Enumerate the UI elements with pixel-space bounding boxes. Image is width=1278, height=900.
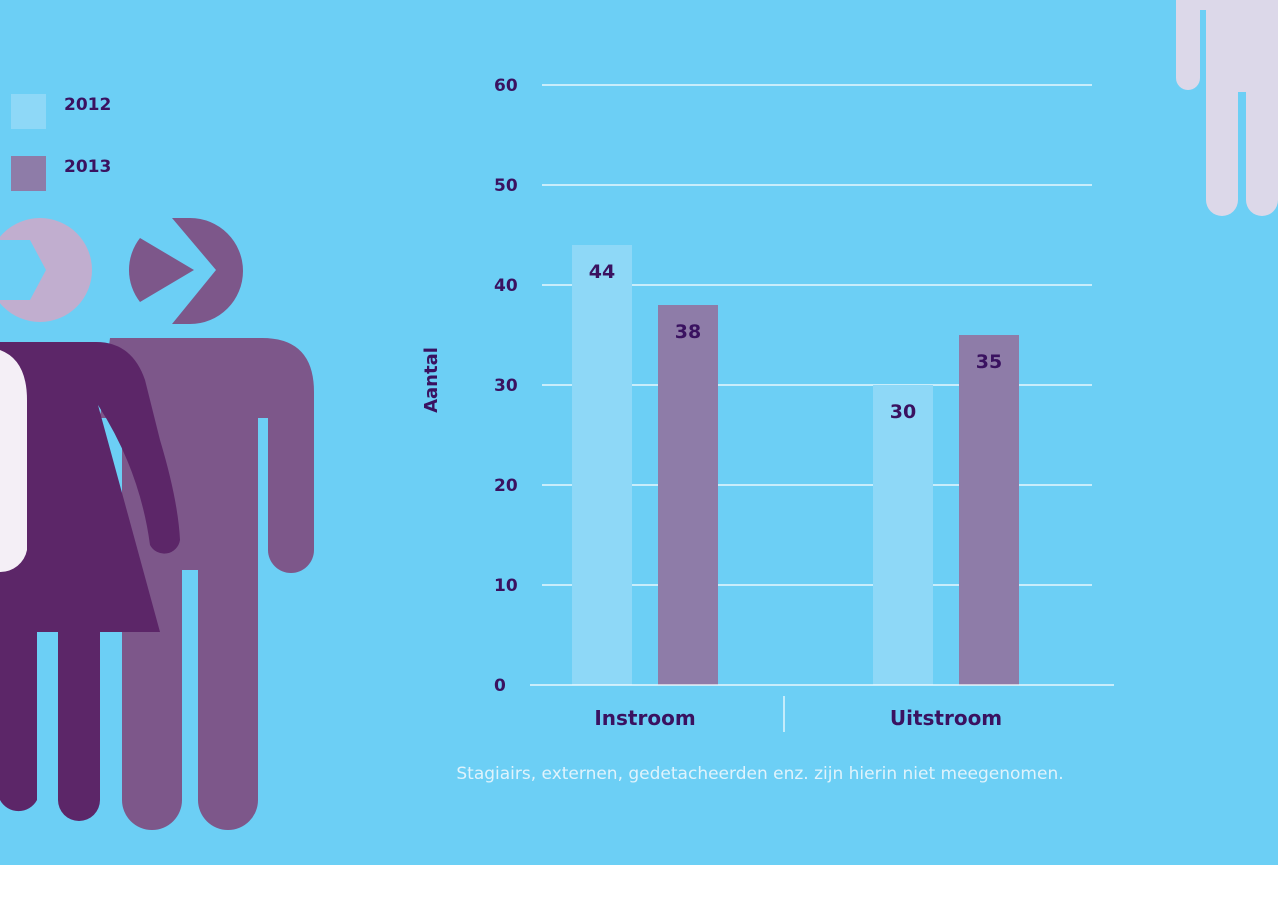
y-tick-label: 50 [494, 176, 518, 196]
bar-2012-instroom [572, 245, 632, 685]
woman-head-arrow-icon [0, 244, 44, 296]
bar-value-label: 30 [890, 401, 916, 423]
legend-swatch-2012 [11, 94, 46, 129]
y-tick-label: 60 [494, 76, 518, 96]
y-tick-label: 20 [494, 476, 518, 496]
bar-2013-instroom [658, 305, 718, 685]
x-category-label: Instroom [594, 706, 695, 730]
y-axis-ticks: 0 10 20 30 40 50 60 [494, 76, 518, 696]
bar-value-label: 38 [675, 321, 701, 343]
chart-footnote: Stagiairs, externen, gedetacheerden enz.… [456, 764, 1063, 784]
y-tick-label: 40 [494, 276, 518, 296]
x-category-label: Uitstroom [890, 706, 1002, 730]
woman-arm-icon [0, 350, 27, 573]
man-head-icon [172, 218, 243, 324]
chart-legend: 2012 2013 [11, 94, 111, 191]
legend-label: 2013 [64, 157, 111, 177]
bar-value-label: 44 [589, 261, 615, 283]
infographic-background: 2012 2013 0 10 20 30 40 50 60 Aantal 44 30 38 35 I… [0, 0, 1278, 865]
y-axis-label: Aantal [421, 347, 442, 413]
x-axis-categories: Instroom Uitstroom [594, 706, 1002, 730]
bar-2013-uitstroom [959, 335, 1019, 685]
woman-figure-icon [0, 218, 180, 821]
legend-swatch-2013 [11, 156, 46, 191]
bar-2012-uitstroom [873, 385, 933, 685]
woman-head-icon [0, 218, 92, 322]
bar-value-label: 35 [976, 351, 1002, 373]
y-tick-label: 0 [494, 676, 506, 696]
bar-chart: 2012 2013 0 10 20 30 40 50 60 Aantal 44 30 38 35 I… [0, 0, 1278, 865]
y-tick-label: 30 [494, 376, 518, 396]
partial-person-body-icon [1176, 0, 1278, 216]
woman-body-icon [0, 342, 180, 821]
partial-person-icon [1176, 0, 1278, 216]
chart-bars [572, 245, 1019, 685]
bar-value-labels: 44 30 38 35 [589, 261, 1002, 423]
y-tick-label: 10 [494, 576, 518, 596]
man-head-arrow-icon [128, 238, 194, 302]
legend-label: 2012 [64, 95, 111, 115]
